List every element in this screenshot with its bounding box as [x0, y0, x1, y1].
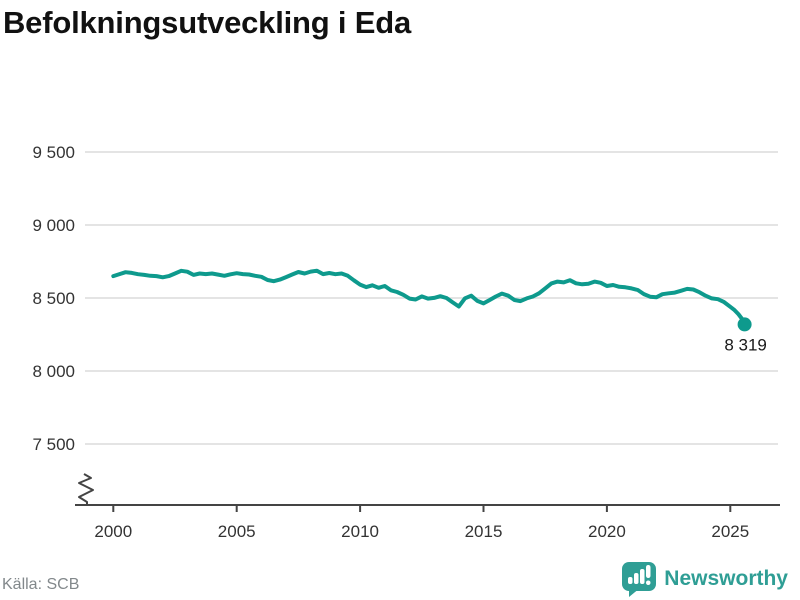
y-axis-tick-label: 8 000 [32, 362, 75, 381]
x-axis-tick-label: 2005 [218, 522, 256, 541]
x-axis-tick-label: 2025 [711, 522, 749, 541]
end-value-label: 8 319 [724, 335, 767, 354]
axis-break-icon [78, 473, 94, 506]
end-point-marker [737, 317, 752, 332]
y-axis-tick-label: 7 500 [32, 435, 75, 454]
population-line [111, 268, 747, 327]
y-axis-tick-label: 9 500 [32, 143, 75, 162]
x-axis-tick-label: 2000 [94, 522, 132, 541]
x-axis-tick-label: 2010 [341, 522, 379, 541]
population-line-chart: 7 500 8 000 8 500 9 000 9 500 2000 2005 2010 201… [32, 143, 780, 541]
x-axis-tick-label: 2015 [465, 522, 503, 541]
y-axis-tick-label: 9 000 [32, 216, 75, 235]
page-title: Befolkningsutveckling i Eda [3, 5, 412, 40]
newsworthy-wordmark: Newsworthy [664, 566, 788, 590]
newsworthy-speech-bubble-icon [622, 562, 657, 597]
source-note: Källa: SCB [2, 576, 80, 593]
y-axis-tick-label: 8 500 [32, 289, 75, 308]
newsworthy-logo[interactable]: Newsworthy [621, 560, 788, 597]
x-axis-tick-label: 2020 [588, 522, 626, 541]
